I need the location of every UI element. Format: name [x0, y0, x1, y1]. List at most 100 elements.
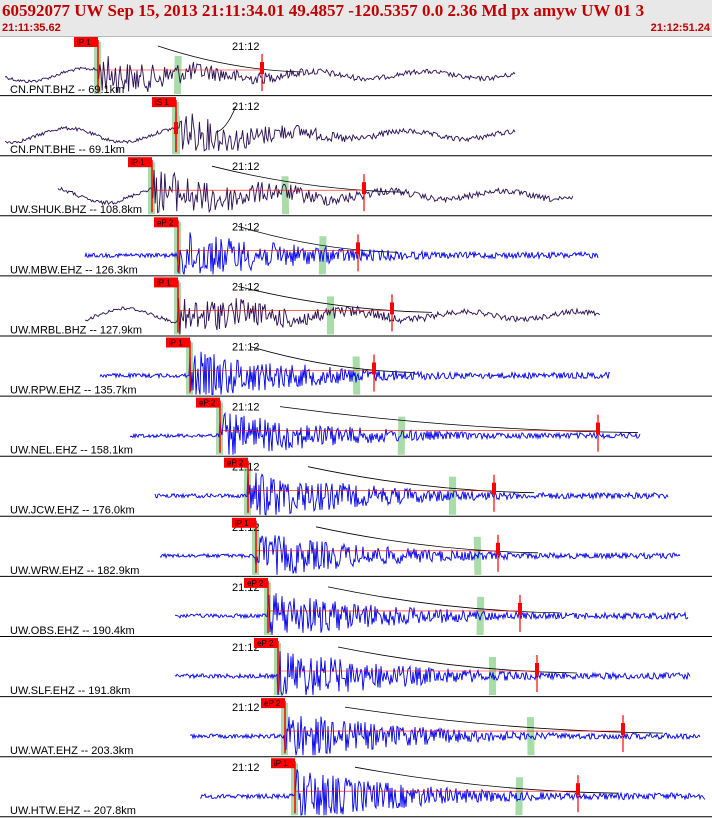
station-label: UW.WAT.EHZ -- 203.3km	[10, 745, 133, 757]
station-label: UW.OBS.EHZ -- 190.4km	[10, 625, 135, 637]
predicted-arrival-curve	[354, 766, 619, 794]
predicted-arrival-curve	[249, 346, 415, 373]
predicted-arrival-curve	[211, 165, 405, 193]
pick-flag	[224, 457, 248, 468]
minute-label: 21:12	[232, 642, 260, 654]
pick-label: iP 1	[274, 759, 288, 768]
waveform	[99, 351, 611, 396]
pick-label: eP 2	[227, 459, 244, 468]
coda-marker-block	[362, 182, 366, 195]
trace-row: 21:12 iP 1 UW.MRBL.BHZ -- 127.9km	[0, 277, 712, 337]
minute-label: 21:12	[232, 342, 260, 354]
seismogram-panel: 21:12 iP 1 CN.PNT.BHZ -- 69.1km 21:12 iS 1 CN…	[0, 37, 712, 818]
minute-label: 21:12	[232, 702, 260, 714]
station-label: UW.WRW.EHZ -- 182.9km	[10, 565, 139, 577]
pick-label: iP 1	[77, 38, 91, 47]
minute-label: 21:12	[232, 161, 260, 173]
coda-marker-block	[621, 723, 625, 736]
station-label: CN.PNT.BHZ -- 69.1km	[10, 84, 124, 96]
s-phase-window	[352, 356, 361, 395]
pick-flag	[261, 698, 285, 709]
waveform	[174, 593, 689, 636]
pick-flag	[154, 277, 178, 288]
minute-label: 21:12	[232, 762, 260, 774]
station-label: UW.SLF.EHZ -- 191.8km	[10, 685, 130, 697]
station-label: UW.JCW.EHZ -- 176.0km	[10, 505, 135, 517]
waveform	[199, 769, 706, 816]
predicted-arrival-curve	[327, 586, 561, 614]
s-phase-window	[476, 596, 485, 636]
trace-row: 21:12 iP 1 UW.SHUK.BHZ -- 108.8km	[0, 157, 712, 217]
trace-row: 21:12 eP 2 UW.WAT.EHZ -- 203.3km	[0, 698, 712, 758]
trace-row: 21:12 iP 1 UW.HTW.EHZ -- 207.8km	[0, 758, 712, 818]
s-phase-window	[318, 236, 327, 275]
pick-flag	[232, 517, 256, 528]
pick-label: eP 2	[157, 218, 174, 227]
s-phase-window	[526, 717, 535, 756]
trace-row: 21:12 iP 1 CN.PNT.BHZ -- 69.1km	[0, 37, 712, 97]
end-time: 21:12:51.24	[650, 22, 710, 34]
pick-label: iS 1	[155, 98, 169, 107]
s-phase-window	[327, 296, 334, 335]
coda-marker-block	[518, 602, 522, 615]
pick-flag	[254, 638, 278, 648]
waveform	[129, 411, 641, 455]
station-label: UW.MBW.EHZ -- 126.3km	[10, 264, 138, 276]
waveform	[174, 651, 691, 697]
event-title: 60592077 UW Sep 15, 2013 21:11:34.01 49.…	[2, 1, 645, 20]
waveform	[154, 472, 669, 516]
waveform	[4, 113, 516, 152]
coda-marker-block	[372, 362, 376, 375]
start-time: 21:11:35.62	[2, 22, 61, 34]
s-phase-window	[397, 416, 406, 455]
predicted-arrival-curve	[337, 646, 578, 674]
predicted-arrival-curve	[237, 286, 433, 313]
coda-marker-block	[596, 422, 600, 435]
predicted-arrival-curve	[157, 45, 303, 73]
coda-marker-block	[535, 663, 539, 675]
station-label: UW.SHUK.BHZ -- 108.8km	[10, 204, 142, 216]
predicted-arrival-curve	[279, 406, 639, 433]
pick-label: iP 1	[169, 339, 183, 348]
pick-label: eP 2	[247, 579, 264, 588]
s-phase-window	[515, 777, 524, 816]
station-label: UW.HTW.EHZ -- 207.8km	[10, 805, 136, 817]
station-label: CN.PNT.BHE -- 69.1km	[10, 144, 125, 156]
minute-label: 21:12	[232, 281, 260, 293]
coda-marker-block	[576, 783, 580, 796]
coda-marker-block	[174, 122, 178, 135]
trace-row: 21:12 eP 2 UW.NEL.EHZ -- 158.1km	[0, 397, 712, 457]
event-header: 60592077 UW Sep 15, 2013 21:11:34.01 49.…	[0, 0, 712, 37]
predicted-arrival-curve	[315, 526, 539, 554]
waveform	[84, 232, 599, 275]
waveform	[189, 716, 701, 756]
pick-flag	[74, 37, 98, 47]
pick-flag	[128, 157, 152, 168]
pick-flag	[166, 337, 190, 348]
pick-label: iP 1	[131, 158, 145, 167]
waveform	[159, 535, 681, 575]
coda-marker-block	[260, 62, 264, 74]
pick-label: iP 1	[235, 519, 249, 528]
station-label: UW.MRBL.BHZ -- 127.9km	[10, 324, 142, 336]
minute-label: 21:12	[232, 101, 260, 113]
waveform	[57, 169, 574, 214]
pick-label: eP 2	[257, 639, 274, 648]
predicted-arrival-curve	[237, 225, 399, 253]
pick-flag	[154, 217, 178, 228]
station-label: UW.NEL.EHZ -- 158.1km	[10, 445, 133, 457]
predicted-arrival-curve	[307, 466, 535, 494]
waveform	[4, 56, 516, 93]
pick-label: eP 2	[264, 699, 281, 708]
coda-marker-block	[356, 242, 360, 255]
pick-label: iP 1	[157, 278, 171, 287]
pick-flag	[271, 758, 295, 769]
minute-label: 21:12	[232, 41, 260, 53]
pick-flag	[152, 97, 176, 108]
coda-marker-block	[390, 302, 394, 315]
